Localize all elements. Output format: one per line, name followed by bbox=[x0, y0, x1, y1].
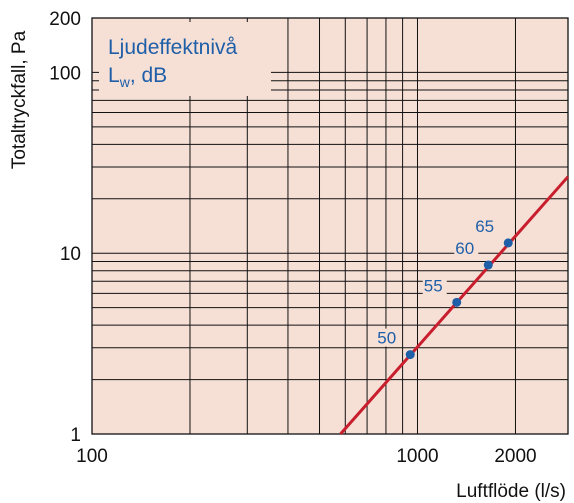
plot-frame bbox=[91, 17, 569, 435]
data-point-65 bbox=[503, 238, 513, 248]
x-tick-label-100: 100 bbox=[76, 446, 108, 467]
legend-title: Ljudeffektnivå bbox=[108, 36, 238, 59]
x-tick-label-2000: 2000 bbox=[494, 446, 536, 467]
data-label-55: 55 bbox=[424, 276, 443, 295]
x-tick-label-1000: 1000 bbox=[396, 446, 438, 467]
legend-background bbox=[99, 22, 271, 96]
data-point-55 bbox=[452, 297, 462, 307]
data-point-50 bbox=[405, 350, 415, 360]
data-label-background-55 bbox=[422, 276, 447, 295]
y-axis-title: Totaltryckfall, Pa bbox=[9, 30, 30, 169]
data-label-65: 65 bbox=[475, 217, 494, 236]
data-label-60: 60 bbox=[455, 239, 474, 258]
grid-lines bbox=[92, 18, 568, 434]
legend-unit: Lw, dB bbox=[108, 64, 167, 90]
y-tick-label-100: 100 bbox=[49, 63, 81, 84]
data-label-background-50 bbox=[376, 328, 401, 347]
y-tick-label-200: 200 bbox=[49, 9, 81, 30]
data-label-background-65 bbox=[474, 216, 499, 235]
legend: Ljudeffektnivå Lw, dB bbox=[99, 22, 271, 96]
x-axis-title: Luftflöde (l/s) bbox=[456, 481, 566, 502]
y-tick-label-10: 10 bbox=[60, 244, 81, 265]
tick-labels: 100 1000 2000 1 10 100 200 bbox=[49, 9, 536, 467]
legend-symbol-subscript: w bbox=[119, 74, 131, 90]
data-point-60 bbox=[483, 260, 493, 270]
y-tick-label-1: 1 bbox=[70, 425, 81, 446]
data-label-background-60 bbox=[454, 239, 479, 258]
data-label-50: 50 bbox=[377, 329, 396, 348]
legend-symbol: L bbox=[108, 64, 120, 87]
legend-unit-text: , dB bbox=[130, 64, 167, 87]
